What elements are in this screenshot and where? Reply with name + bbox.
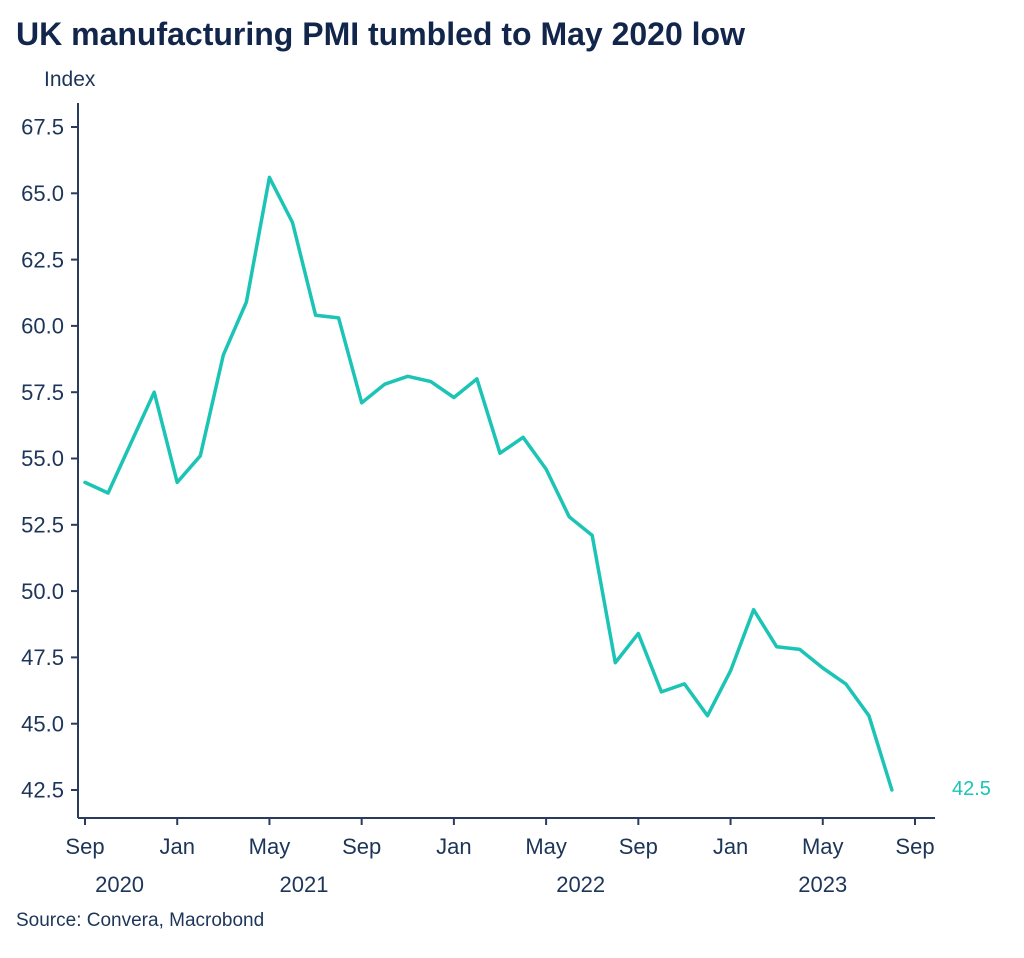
x-axis-year-label: 2020 <box>95 872 144 897</box>
y-axis-tick-label: 65.0 <box>21 181 64 206</box>
y-axis-tick-label: 47.5 <box>21 645 64 670</box>
x-axis-tick-label: May <box>249 834 291 859</box>
x-axis-tick-label: May <box>802 834 844 859</box>
y-axis-title: Index <box>44 68 96 91</box>
x-axis-tick-label: Sep <box>619 834 658 859</box>
y-axis-tick-label: 67.5 <box>21 115 64 140</box>
y-axis-tick-label: 60.0 <box>21 314 64 339</box>
x-axis-year-label: 2021 <box>280 872 329 897</box>
last-value-label: 42.5 <box>952 778 991 800</box>
y-axis-tick-label: 52.5 <box>21 513 64 538</box>
x-axis-tick-label: Sep <box>342 834 381 859</box>
x-axis-tick-label: Jan <box>436 834 471 859</box>
y-axis-tick-label: 55.0 <box>21 446 64 471</box>
y-axis-tick-label: 50.0 <box>21 579 64 604</box>
x-axis-tick-label: Sep <box>895 834 934 859</box>
x-axis-year-label: 2023 <box>798 872 847 897</box>
page-title: UK manufacturing PMI tumbled to May 2020… <box>16 16 745 52</box>
y-axis-tick-label: 62.5 <box>21 247 64 272</box>
x-axis-tick-label: Jan <box>159 834 194 859</box>
source-note: Source: Convera, Macrobond <box>16 910 265 931</box>
y-axis-tick-label: 45.0 <box>21 711 64 736</box>
x-axis-year-label: 2022 <box>556 872 605 897</box>
y-axis-tick-label: 57.5 <box>21 380 64 405</box>
x-axis-tick-label: Sep <box>65 834 104 859</box>
x-axis-tick-label: Jan <box>713 834 748 859</box>
pmi-series-line <box>83 175 894 792</box>
x-axis-tick-label: May <box>525 834 567 859</box>
y-axis-tick-label: 42.5 <box>21 778 64 803</box>
